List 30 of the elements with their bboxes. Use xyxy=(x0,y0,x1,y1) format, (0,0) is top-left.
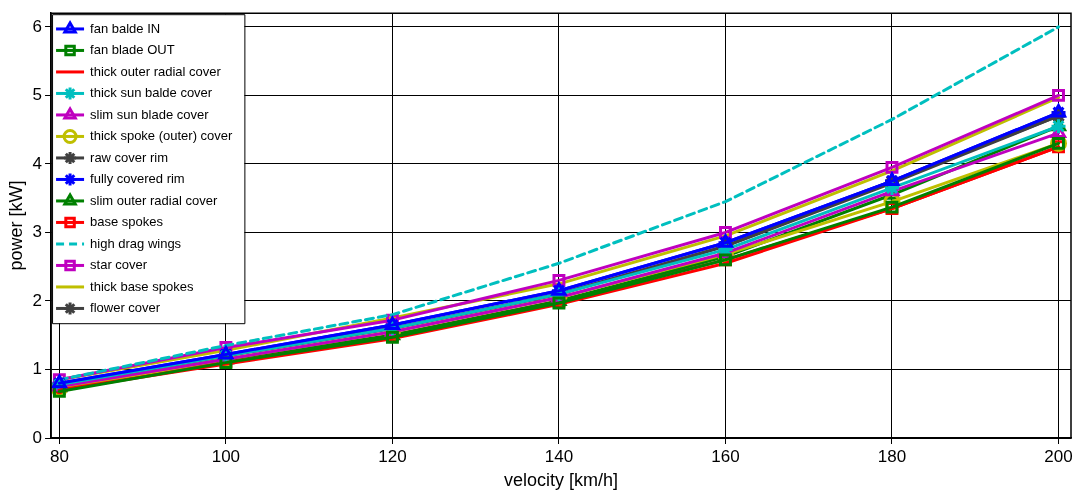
legend-label: thick base spokes xyxy=(90,278,194,294)
legend-label: flower cover xyxy=(90,300,161,316)
y-tick-label: 5 xyxy=(32,85,43,105)
legend-label: high drag wings xyxy=(90,235,182,251)
x-tick-label: 180 xyxy=(877,446,907,466)
legend-label: slim outer radial cover xyxy=(90,192,218,208)
y-tick-label: 3 xyxy=(32,222,43,242)
legend-label: fully covered rim xyxy=(90,171,185,187)
x-tick-label: 80 xyxy=(49,446,69,466)
y-tick-label: 0 xyxy=(32,427,43,447)
y-tick-label: 4 xyxy=(32,153,43,173)
legend-label: fan blade OUT xyxy=(90,42,175,58)
y-axis-title: power [kW] xyxy=(5,180,26,271)
x-axis-title: velocity [km/h] xyxy=(504,470,619,491)
y-tick-label: 6 xyxy=(32,16,43,36)
legend-label: thick outer radial cover xyxy=(90,63,222,79)
x-tick-label: 120 xyxy=(378,446,407,466)
y-tick-label: 1 xyxy=(32,359,43,379)
legend-label: base spokes xyxy=(90,214,164,230)
legend-label: thick spoke (outer) cover xyxy=(90,128,234,144)
x-tick-label: 160 xyxy=(711,446,740,466)
legend-label: thick sun balde cover xyxy=(90,85,213,101)
legend-label: star cover xyxy=(90,257,148,273)
legend-label: raw cover rim xyxy=(90,149,169,165)
x-tick-label: 140 xyxy=(544,446,574,466)
legend-label: fan balde IN xyxy=(90,20,161,36)
y-tick-label: 2 xyxy=(32,290,43,310)
legend-label: slim sun blade cover xyxy=(90,106,210,122)
x-tick-label: 100 xyxy=(211,446,241,466)
x-tick-label: 200 xyxy=(1044,446,1073,466)
